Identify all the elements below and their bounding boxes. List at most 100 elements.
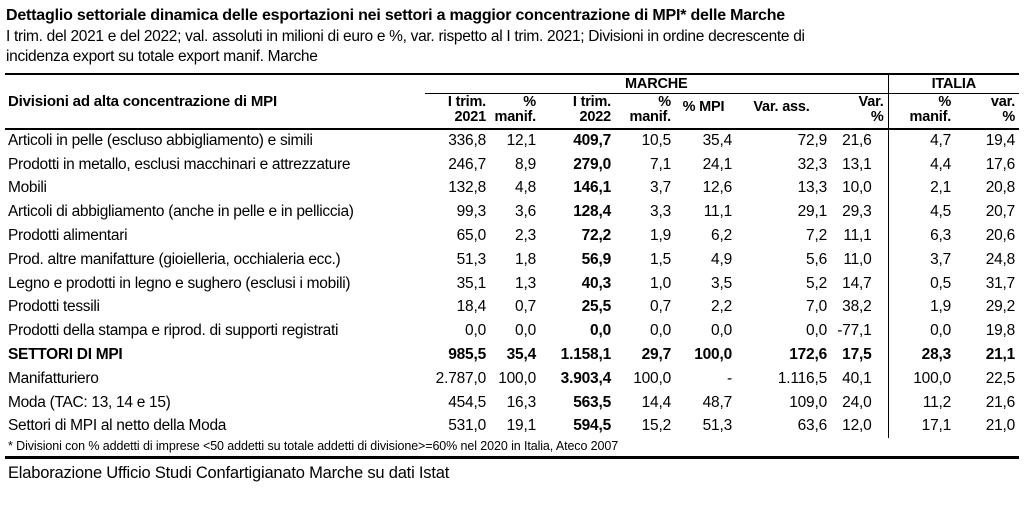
table-cell: 32,3 — [797, 155, 828, 173]
table-cell: - — [727, 369, 732, 387]
table-cell: 18,4 — [456, 298, 487, 316]
table-cell: 19,8 — [985, 322, 1016, 340]
report-page: Dettaglio settoriale dinamica delle espo… — [5, 7, 1020, 483]
table-cell: 20,6 — [985, 227, 1016, 245]
table-cell: 29,7 — [641, 346, 672, 364]
table-cell: 279,0 — [573, 155, 611, 173]
table-cell: 24,0 — [842, 393, 872, 411]
table-cell: 2.787,0 — [435, 369, 487, 387]
row-label: Mobili — [8, 179, 47, 197]
table-cell: 35,4 — [506, 346, 537, 364]
page-subtitle: I trim. del 2021 e del 2022; val. assolu… — [6, 28, 805, 65]
table-cell: 7,0 — [806, 298, 827, 316]
table-cell: 24,8 — [985, 250, 1016, 268]
source-credit: Elaborazione Ufficio Studi Confartigiana… — [8, 464, 450, 483]
row-label: Prod. altre manifatture (gioielleria, oc… — [8, 250, 341, 268]
table-row: SETTORI DI MPI 985,5 35,4 1.158,1 29,7 100,0 1… — [5, 343, 1019, 367]
table-cell: 6,3 — [887, 224, 956, 248]
table-cell: 985,5 — [448, 346, 486, 364]
table-cell: 4,9 — [711, 250, 732, 268]
table-cell: 100,0 — [887, 366, 956, 391]
table-cell: 109,0 — [789, 393, 827, 411]
row-label: Legno e prodotti in legno e sughero (esc… — [8, 274, 351, 292]
table-cell: 594,5 — [573, 417, 611, 435]
table-cell: 16,3 — [506, 393, 537, 411]
row-label: Manifatturiero — [8, 369, 99, 387]
table-cell: 17,1 — [887, 414, 956, 439]
row-label: Prodotti della stampa e riprod. di suppo… — [8, 322, 339, 340]
table-cell: 14,4 — [641, 393, 672, 411]
table-cell: 409,7 — [573, 132, 611, 150]
table-cell: 531,0 — [448, 417, 486, 435]
table-cell: 14,7 — [842, 274, 872, 292]
column-header-var-ass: Var. ass. — [736, 93, 831, 130]
table-cell: 0,0 — [590, 322, 611, 340]
table-body: Articoli in pelle (escluso abbigliamento… — [5, 129, 1019, 439]
table-cell: 0,7 — [515, 298, 536, 316]
row-label: Prodotti alimentari — [8, 227, 128, 245]
column-header-manif-2021: % manif. — [490, 93, 540, 130]
table-cell: 1.158,1 — [560, 346, 612, 364]
table-cell: 65,0 — [456, 227, 487, 245]
table-cell: 454,5 — [448, 393, 486, 411]
table-cell: 10,0 — [842, 179, 872, 197]
table-cell: 6,2 — [711, 227, 732, 245]
footnote-row: * Divisioni con % addetti di imprese <50… — [5, 438, 1020, 460]
table-cell: 0,0 — [887, 319, 956, 344]
page-title: Dettaglio settoriale dinamica delle espo… — [6, 7, 785, 24]
table-cell: 128,4 — [573, 203, 611, 221]
table-cell: 21,1 — [985, 346, 1016, 364]
table-cell: 29,3 — [842, 203, 872, 221]
table-cell: 24,1 — [702, 155, 733, 173]
table-cell: 21,0 — [985, 417, 1016, 435]
table-row: Prodotti tessili 18,4 0,7 25,5 0,7 2,2 7,0 38,2… — [5, 295, 1019, 320]
table-cell: 35,4 — [702, 132, 733, 150]
table-cell: 0,5 — [887, 271, 956, 296]
column-header-divisioni: Divisioni ad alta concentrazione di MPI — [5, 73, 425, 130]
table-footnote: * Divisioni con % addetti di imprese <50… — [5, 438, 1020, 460]
table-cell: 1,9 — [887, 295, 956, 320]
export-table: Divisioni ad alta concentrazione di MPI … — [5, 73, 1020, 460]
table-cell: 17,6 — [985, 155, 1016, 173]
table-cell: 0,7 — [650, 298, 671, 316]
table-cell: 12,1 — [506, 132, 537, 150]
table-cell: 1,3 — [515, 274, 536, 292]
column-header-italia-manif: % manif. — [887, 93, 956, 130]
table-cell: 100,0 — [694, 346, 732, 364]
row-label: Articoli in pelle (escluso abbigliamento… — [8, 132, 313, 150]
table-cell: 0,0 — [465, 322, 486, 340]
column-header-manif-2022: % manif. — [615, 93, 675, 130]
table-cell: 2,3 — [515, 227, 536, 245]
table-cell: 29,2 — [985, 298, 1016, 316]
row-label: Prodotti in metallo, esclusi macchinari … — [8, 155, 351, 173]
group-header-italia: ITALIA — [887, 73, 1020, 94]
table-cell: 11,2 — [887, 390, 956, 415]
table-cell: 63,6 — [797, 417, 828, 435]
table-cell: -77,1 — [837, 322, 872, 340]
table-cell: 99,3 — [456, 203, 487, 221]
table-cell: 5,6 — [806, 250, 827, 268]
table-cell: 336,8 — [448, 132, 486, 150]
table-cell: 28,3 — [887, 343, 956, 367]
table-cell: 100,0 — [498, 369, 536, 387]
table-cell: 40,3 — [581, 274, 612, 292]
table-cell: 2,2 — [711, 298, 732, 316]
table-row: Articoli di abbigliamento (anche in pell… — [5, 200, 1019, 225]
table-row: Settori di MPI al netto della Moda 531,0 1… — [5, 414, 1019, 439]
table-cell: 21,6 — [842, 132, 872, 150]
table-cell: 13,1 — [842, 155, 872, 173]
table-cell: 1,0 — [650, 274, 671, 292]
table-cell: 15,2 — [641, 417, 672, 435]
table-cell: 51,3 — [456, 250, 487, 268]
table-cell: 17,5 — [842, 346, 872, 364]
column-header-var-perc: Var. % — [831, 93, 889, 130]
table-cell: 40,1 — [842, 369, 872, 387]
table-cell: 4,7 — [887, 129, 956, 153]
table-cell: 3,7 — [650, 179, 671, 197]
table-cell: 1,8 — [515, 250, 536, 268]
column-header-itrim-2022: I trim. 2022 — [540, 93, 615, 130]
table-cell: 72,9 — [797, 132, 828, 150]
table-cell: 31,7 — [985, 274, 1016, 292]
table-row: Articoli in pelle (escluso abbigliamento… — [5, 129, 1019, 153]
table-row: Legno e prodotti in legno e sughero (esc… — [5, 271, 1019, 296]
